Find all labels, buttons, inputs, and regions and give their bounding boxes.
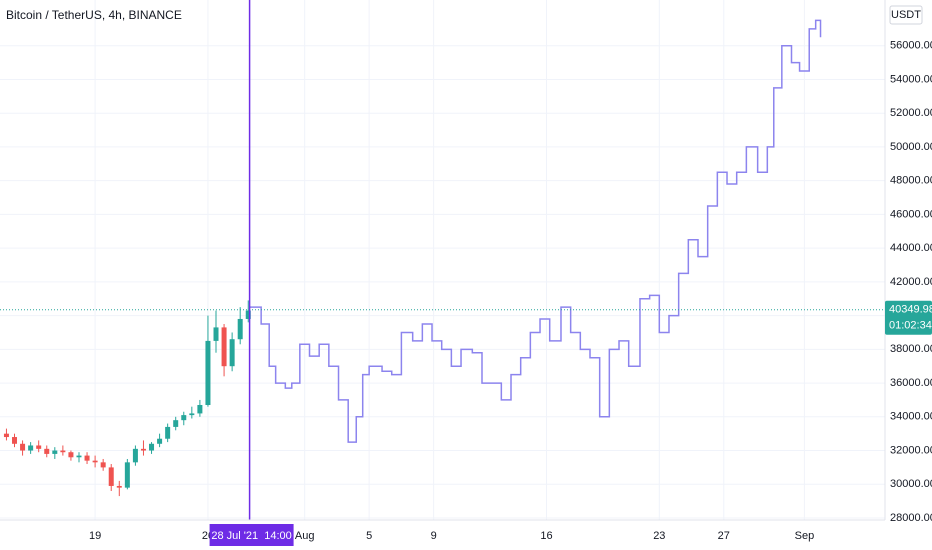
y-tick-label: 52000.00 xyxy=(890,107,932,119)
y-tick-label: 46000.00 xyxy=(890,208,932,220)
candle-body xyxy=(76,455,82,458)
candle-body xyxy=(44,448,50,454)
x-tick-label: 5 xyxy=(366,530,372,542)
y-tick-label: 30000.00 xyxy=(890,478,932,490)
x-tick-label: 19 xyxy=(89,530,101,542)
candle-body xyxy=(108,467,114,486)
candle-body xyxy=(213,327,219,341)
grid xyxy=(0,0,885,520)
candle-body xyxy=(132,448,138,463)
y-tick-label: 54000.00 xyxy=(890,73,932,85)
candle-body xyxy=(52,450,58,454)
candle-body xyxy=(100,462,106,468)
x-tick-label: 23 xyxy=(653,530,665,542)
candle-body xyxy=(28,445,34,451)
y-tick-label: 34000.00 xyxy=(890,411,932,423)
candle-body xyxy=(124,462,130,488)
candle-body xyxy=(116,485,122,488)
candle-body xyxy=(92,460,98,463)
candle-body xyxy=(149,443,155,451)
y-tick-label: 36000.00 xyxy=(890,377,932,389)
candle-body xyxy=(84,455,90,461)
candle-body xyxy=(165,426,171,439)
x-tick-label: 16 xyxy=(540,530,552,542)
candle-body xyxy=(173,420,179,427)
candle-body xyxy=(229,339,235,367)
candle-body xyxy=(20,443,26,451)
y-tick-label: 44000.00 xyxy=(890,242,932,254)
last-price-label: 40349.98 xyxy=(889,304,932,316)
y-tick-label: 50000.00 xyxy=(890,141,932,153)
candle-body xyxy=(3,433,9,438)
candle-body xyxy=(181,415,187,421)
y-tick-label: 38000.00 xyxy=(890,343,932,355)
plot xyxy=(0,0,885,520)
x-tick-label: 27 xyxy=(718,530,730,542)
candle-body xyxy=(189,413,195,416)
step-line xyxy=(249,19,822,443)
candle-body xyxy=(197,404,203,414)
axes: 28000.00 30000.00 32000.00 34000.00 36000.00… xyxy=(89,5,932,546)
crosshair-label-bg xyxy=(209,524,294,546)
candle-body xyxy=(60,450,66,453)
x-tick-label: Sep xyxy=(795,530,815,542)
y-tick-label: 32000.00 xyxy=(890,444,932,456)
candle-body xyxy=(245,310,251,319)
candle-body xyxy=(36,445,42,449)
crosshair-label: 28 Jul '21 14:00 xyxy=(211,530,291,542)
candle-body xyxy=(157,438,163,444)
chart-title: Bitcoin / TetherUS, 4h, BINANCE xyxy=(6,8,182,22)
x-tick-label: 9 xyxy=(431,530,437,542)
currency-label: USDT xyxy=(891,9,921,21)
candle-body xyxy=(12,437,18,444)
candle-body xyxy=(140,448,146,451)
price-label-bg xyxy=(885,300,932,335)
candle-body xyxy=(205,340,211,405)
candle-body xyxy=(68,452,74,458)
y-tick-label: 42000.00 xyxy=(890,276,932,288)
y-tick-label: 56000.00 xyxy=(890,40,932,52)
countdown-label: 01:02:34 xyxy=(889,320,932,332)
candle-body xyxy=(237,318,243,340)
x-tick-label: Aug xyxy=(295,530,315,542)
currency-badge xyxy=(889,5,923,25)
y-tick-label: 48000.00 xyxy=(890,175,932,187)
y-tick-label: 28000.00 xyxy=(890,512,932,524)
candle-body xyxy=(221,327,227,367)
